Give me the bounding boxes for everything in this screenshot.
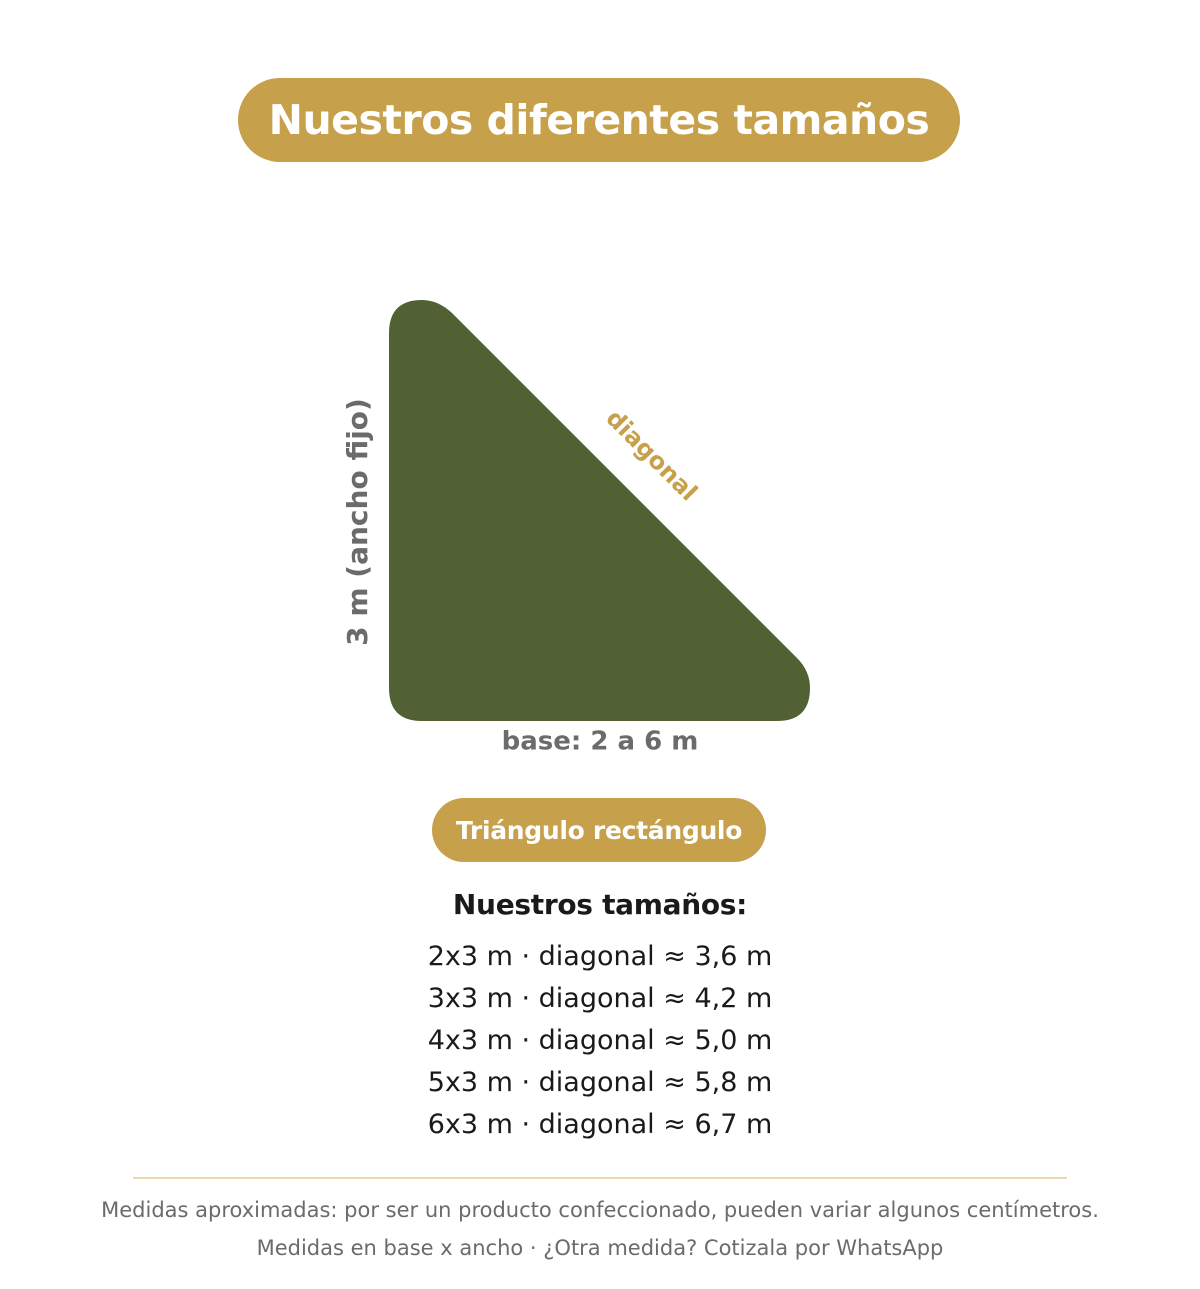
size-item: 4x3 m · diagonal ≈ 5,0 m (427, 1025, 773, 1056)
divider (133, 1177, 1067, 1179)
page-title: Nuestros diferentes tamaños (238, 78, 960, 162)
side-dimension-label: 3 m (ancho fijo) (341, 398, 374, 646)
size-item: 3x3 m · diagonal ≈ 4,2 m (427, 983, 773, 1014)
whatsapp-note: Medidas en base x ancho · ¿Otra medida? … (256, 1236, 944, 1260)
size-item: 5x3 m · diagonal ≈ 5,8 m (427, 1067, 773, 1098)
sizes-heading: Nuestros tamaños: (452, 888, 748, 921)
sizes-list: 2x3 m · diagonal ≈ 3,6 m 3x3 m · diagona… (0, 936, 1200, 1146)
size-item: 6x3 m · diagonal ≈ 6,7 m (427, 1109, 773, 1140)
disclaimer-note: Medidas aproximadas: por ser un producto… (101, 1198, 1099, 1222)
size-item: 2x3 m · diagonal ≈ 3,6 m (427, 941, 773, 972)
base-dimension-label: base: 2 a 6 m (502, 727, 699, 757)
shape-name-badge: Triángulo rectángulo (432, 798, 766, 862)
right-triangle-shape (389, 300, 810, 721)
